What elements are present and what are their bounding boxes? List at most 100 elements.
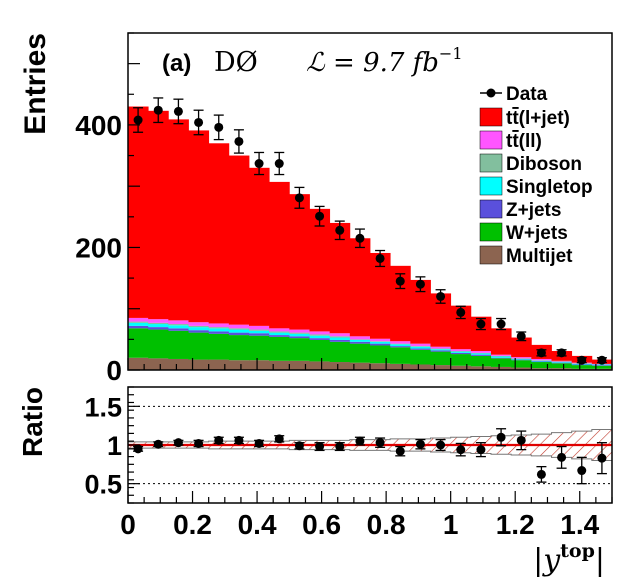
ratio-point-3 (193, 438, 204, 448)
ratio-point-8 (294, 441, 305, 451)
data-points (133, 97, 607, 365)
bar-singletop-16 (450, 351, 472, 353)
reference-lines (128, 405, 612, 485)
ratio-point-10 (334, 442, 345, 452)
data-point-15 (435, 289, 446, 304)
bar-tt-ll--11 (349, 336, 371, 340)
bar-w-jets-5 (228, 335, 250, 361)
x-tick-label-1-4: 1.4 (560, 509, 599, 540)
x-tick-label-0-6: 0.6 (302, 509, 341, 540)
luminosity-label: ℒ = 9.7 fb−1 (306, 44, 463, 78)
data-point-8 (294, 186, 305, 209)
data-point-11 (354, 228, 365, 249)
bar-w-jets-4 (208, 333, 230, 360)
data-point-1 (153, 97, 164, 124)
svg-text:Multijet: Multijet (506, 246, 573, 267)
ratio-point-18 (496, 428, 507, 447)
ratio-point-15 (435, 438, 446, 452)
ratio-point-17 (475, 442, 486, 458)
bar-z-jets-19 (511, 359, 532, 361)
bar-w-jets-0 (128, 328, 149, 358)
bar-diboson-19 (511, 358, 532, 359)
bar-diboson-16 (450, 351, 472, 352)
bar-tt-ll--9 (309, 331, 331, 335)
bar-z-jets-2 (168, 328, 189, 331)
band-lower-edge (128, 447, 612, 461)
ratio-point-20 (536, 466, 547, 483)
data-point-6 (254, 151, 265, 176)
x-tick-label-0: 0 (120, 509, 136, 540)
bar-diboson-3 (188, 325, 210, 328)
band-upper-edge (128, 429, 612, 443)
bar-z-jets-15 (430, 350, 452, 352)
bar-singletop-14 (410, 346, 431, 349)
data-point-14 (415, 276, 426, 293)
bar-diboson-7 (269, 331, 290, 333)
bar-singletop-23 (591, 364, 613, 366)
bar-tt-ll--14 (410, 343, 431, 347)
bar-multijet-3 (188, 359, 210, 370)
experiment-label: DØ (214, 47, 258, 78)
top-y-tick-label-400: 400 (75, 110, 122, 141)
bar-w-jets-11 (349, 343, 371, 363)
ratio-point-13 (395, 445, 406, 457)
bar-z-jets-20 (531, 361, 552, 363)
bar-diboson-4 (208, 327, 230, 329)
data-point-21 (556, 348, 567, 358)
bar-tt-ll--6 (249, 325, 270, 330)
bar-diboson-21 (551, 361, 573, 363)
ratio-points (133, 428, 607, 485)
bar-z-jets-14 (410, 348, 431, 350)
bar-diboson-6 (249, 329, 270, 331)
y-axis-title-entries: Entries (19, 33, 52, 135)
bar-diboson-14 (410, 346, 431, 347)
data-point-20 (536, 348, 547, 358)
x-axis-title: |ytop| (533, 540, 605, 578)
legend-entry-diboson: Diboson (479, 153, 582, 175)
bar-z-jets-4 (208, 331, 230, 334)
bar-tt-l-jet--19 (511, 337, 532, 358)
x-tick-label-0-8: 0.8 (367, 509, 406, 540)
bar-multijet-21 (551, 368, 573, 370)
ratio-panel: 0.5 1 1.5 0 0.2 0.4 0.6 0.8 1 1.2 1.4 Ratio |ytop… (17, 386, 613, 578)
bar-diboson-20 (531, 360, 552, 361)
bar-w-jets-1 (148, 329, 169, 359)
bar-w-jets-17 (470, 355, 492, 367)
legend-entry-data: Data (480, 84, 548, 105)
bar-tt-ll--3 (188, 322, 210, 326)
bar-singletop-7 (269, 332, 290, 336)
data-point-18 (496, 317, 507, 331)
bar-w-jets-3 (188, 332, 210, 360)
legend-entry-multijet: Multijet (479, 245, 573, 267)
data-point-13 (395, 273, 406, 290)
bar-w-jets-21 (551, 363, 573, 369)
bar-tt-ll--13 (390, 341, 411, 344)
bar-tt-l-jet--10 (329, 222, 351, 334)
bar-diboson-18 (491, 355, 512, 357)
bar-tt-l-jet--17 (470, 316, 492, 352)
bar-diboson-5 (228, 328, 250, 330)
bar-singletop-20 (531, 360, 552, 362)
bar-z-jets-23 (591, 365, 613, 366)
ratio-point-23 (596, 442, 607, 475)
bar-multijet-17 (470, 366, 492, 370)
bar-w-jets-15 (430, 351, 452, 366)
ratio-point-14 (415, 438, 426, 450)
bar-z-jets-7 (269, 335, 290, 337)
bar-w-jets-10 (329, 341, 351, 363)
bar-tt-ll--20 (531, 358, 552, 361)
bar-multijet-19 (511, 367, 532, 370)
bar-w-jets-13 (390, 347, 411, 364)
bar-multijet-6 (249, 360, 270, 370)
legend: Data tt(l+jet) tt(ll) Diboson Singletop … (479, 84, 593, 267)
bar-tt-ll--17 (470, 351, 492, 353)
panel-label: (a) (162, 50, 191, 77)
ratio-y-tick-label-0-5: 0.5 (84, 470, 122, 500)
bar-tt-l-jet--16 (450, 305, 472, 350)
legend-entry-zjets: Z+jets (479, 199, 561, 221)
bar-singletop-12 (370, 341, 391, 344)
bar-z-jets-3 (188, 330, 210, 333)
ratio-point-7 (274, 434, 285, 444)
bar-z-jets-0 (128, 325, 149, 329)
bar-z-jets-17 (470, 354, 492, 356)
